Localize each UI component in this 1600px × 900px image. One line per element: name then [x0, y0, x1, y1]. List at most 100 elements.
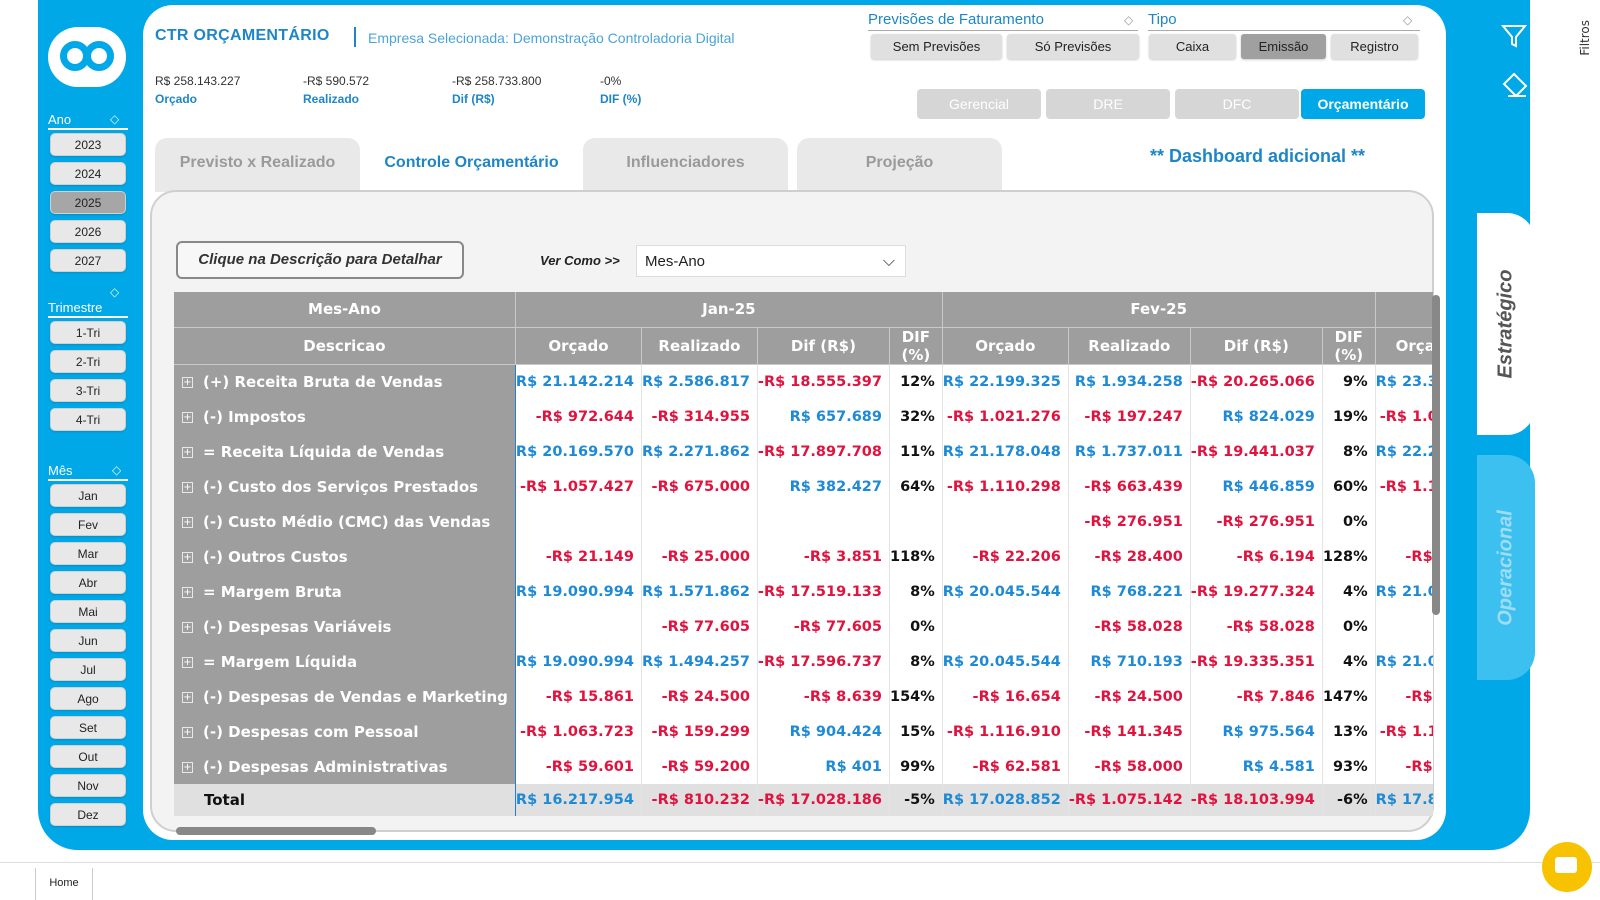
- dashboard-adicional-link[interactable]: ** Dashboard adicional **: [1150, 146, 1366, 166]
- expand-plus-icon[interactable]: +: [182, 376, 193, 388]
- table-cell: 118%: [889, 539, 943, 574]
- mes-button-jan[interactable]: Jan: [50, 484, 126, 507]
- table-cell: -R$ 1.17: [1375, 714, 1433, 749]
- kpi-dif-rs: -R$ 258.733.800 Dif (R$): [452, 74, 541, 106]
- nav-gerencial-button[interactable]: Gerencial: [917, 89, 1041, 119]
- expand-plus-icon[interactable]: +: [182, 446, 193, 458]
- kpi-label: DIF (%): [600, 92, 642, 106]
- table-cell: R$ 2.586.817: [641, 364, 758, 399]
- side-tab-estrategico[interactable]: Estratégico: [1477, 213, 1535, 435]
- expand-plus-icon[interactable]: +: [182, 551, 193, 563]
- mes-button-fev[interactable]: Fev: [50, 513, 126, 536]
- clear-trimestre-eraser-icon[interactable]: ◇: [110, 285, 120, 299]
- table-cell: -R$ 1.110.298: [942, 469, 1069, 504]
- expand-plus-icon[interactable]: +: [182, 516, 193, 528]
- table-cell: 12%: [889, 364, 943, 399]
- expand-plus-icon[interactable]: +: [182, 586, 193, 598]
- filter-icon[interactable]: [1500, 22, 1528, 50]
- row-description[interactable]: + = Margem Bruta: [174, 574, 516, 609]
- so-previsoes-button[interactable]: Só Previsões: [1007, 34, 1139, 59]
- side-tab-operacional[interactable]: Operacional: [1477, 455, 1535, 680]
- expand-plus-icon[interactable]: +: [182, 481, 193, 493]
- mes-button-abr[interactable]: Abr: [50, 571, 126, 594]
- view-as-dropdown[interactable]: Mes-Ano ⌵: [636, 245, 906, 277]
- clear-previsoes-eraser-icon[interactable]: ◇: [1124, 13, 1134, 27]
- row-description[interactable]: + (-) Despesas de Vendas e Marketing: [174, 679, 516, 714]
- row-description[interactable]: + (-) Custo Médio (CMC) das Vendas: [174, 504, 516, 539]
- expand-plus-icon[interactable]: +: [182, 621, 193, 633]
- row-description[interactable]: + = Receita Líquida de Vendas: [174, 434, 516, 469]
- table-cell: R$ 710.193: [1068, 644, 1191, 679]
- trimestre-button-2-tri[interactable]: 2-Tri: [50, 350, 126, 373]
- table-cell: -R$ 1.07: [1375, 399, 1433, 434]
- ano-button-2024[interactable]: 2024: [50, 162, 126, 185]
- mes-button-nov[interactable]: Nov: [50, 774, 126, 797]
- kpi-value: -0%: [600, 74, 622, 88]
- clear-mes-eraser-icon[interactable]: ◇: [112, 463, 122, 477]
- row-description[interactable]: + = Margem Líquida: [174, 644, 516, 679]
- table-cell: -R$ 19.335.351: [1190, 644, 1323, 679]
- ano-button-2027[interactable]: 2027: [50, 249, 126, 272]
- mes-button-set[interactable]: Set: [50, 716, 126, 739]
- tab-previsto-x-realizado[interactable]: Previsto x Realizado: [155, 138, 360, 192]
- table-cell: -R$ 141.345: [1068, 714, 1191, 749]
- mes-button-mai[interactable]: Mai: [50, 600, 126, 623]
- table-cell: -R$ 17.519.133: [757, 574, 890, 609]
- row-description[interactable]: + (+) Receita Bruta de Vendas: [174, 364, 516, 399]
- detail-description-button[interactable]: Clique na Descrição para Detalhar: [176, 241, 464, 279]
- vertical-scrollbar[interactable]: [1432, 295, 1440, 615]
- expand-plus-icon[interactable]: +: [182, 726, 193, 738]
- trimestre-button-3-tri[interactable]: 3-Tri: [50, 379, 126, 402]
- tab-projecao[interactable]: Projeção: [797, 138, 1002, 192]
- row-description[interactable]: + (-) Despesas Administrativas: [174, 749, 516, 784]
- mes-button-mar[interactable]: Mar: [50, 542, 126, 565]
- table-cell: -R$ 1.063.723: [515, 714, 642, 749]
- trimestre-button-1-tri[interactable]: 1-Tri: [50, 321, 126, 344]
- trimestre-divider: [48, 316, 128, 318]
- trimestre-button-4-tri[interactable]: 4-Tri: [50, 408, 126, 431]
- expand-plus-icon[interactable]: +: [182, 411, 193, 423]
- ano-button-2023[interactable]: 2023: [50, 133, 126, 156]
- tipo-caixa-button[interactable]: Caixa: [1149, 34, 1236, 59]
- mes-button-jul[interactable]: Jul: [50, 658, 126, 681]
- clear-tipo-eraser-icon[interactable]: ◇: [1403, 13, 1413, 27]
- expand-plus-icon[interactable]: +: [182, 691, 193, 703]
- tab-home[interactable]: Home: [35, 868, 93, 900]
- previsoes-title: Previsões de Faturamento: [868, 11, 1044, 28]
- nav-dfc-button[interactable]: DFC: [1175, 89, 1299, 119]
- ano-button-2025[interactable]: 2025: [50, 191, 126, 214]
- total-label[interactable]: Total: [174, 784, 516, 816]
- expand-plus-icon[interactable]: +: [182, 761, 193, 773]
- clear-ano-eraser-icon[interactable]: ◇: [110, 112, 120, 126]
- column-header: DIF (%): [889, 327, 943, 365]
- tab-controle-orcamentario[interactable]: Controle Orçamentário: [369, 138, 574, 192]
- table-cell: R$ 20.045.544: [942, 644, 1069, 679]
- table-cell: -R$ 314.955: [641, 399, 758, 434]
- nav-orcamentario-button[interactable]: Orçamentário: [1301, 89, 1425, 119]
- nav-dre-button[interactable]: DRE: [1046, 89, 1170, 119]
- tipo-registro-button[interactable]: Registro: [1331, 34, 1418, 59]
- filters-pane-toggle[interactable]: Filtros: [1578, 20, 1592, 56]
- mes-button-out[interactable]: Out: [50, 745, 126, 768]
- sem-previsoes-button[interactable]: Sem Previsões: [871, 34, 1002, 59]
- tipo-emissao-button[interactable]: Emissão: [1241, 34, 1326, 59]
- mes-button-jun[interactable]: Jun: [50, 629, 126, 652]
- expand-plus-icon[interactable]: +: [182, 656, 193, 668]
- eraser-icon[interactable]: [1500, 70, 1530, 100]
- row-description[interactable]: + (-) Despesas Variáveis: [174, 609, 516, 644]
- row-description[interactable]: + (-) Custo dos Serviços Prestados: [174, 469, 516, 504]
- tab-influenciadores[interactable]: Influenciadores: [583, 138, 788, 192]
- table-cell: R$ 21.04: [1375, 644, 1433, 679]
- row-description-text: (-) Despesas de Vendas e Marketing: [203, 687, 508, 706]
- ano-button-2026[interactable]: 2026: [50, 220, 126, 243]
- chat-icon[interactable]: [1542, 842, 1592, 892]
- mes-button-ago[interactable]: Ago: [50, 687, 126, 710]
- horizontal-scrollbar[interactable]: [176, 827, 376, 835]
- table-row: + (+) Receita Bruta de Vendas R$ 21.142.21…: [174, 364, 1433, 399]
- table-cell: -R$ 25.000: [641, 539, 758, 574]
- row-description[interactable]: + (-) Despesas com Pessoal: [174, 714, 516, 749]
- table-cell: -R$ 3.851: [757, 539, 890, 574]
- mes-button-dez[interactable]: Dez: [50, 803, 126, 826]
- row-description[interactable]: + (-) Impostos: [174, 399, 516, 434]
- row-description[interactable]: + (-) Outros Custos: [174, 539, 516, 574]
